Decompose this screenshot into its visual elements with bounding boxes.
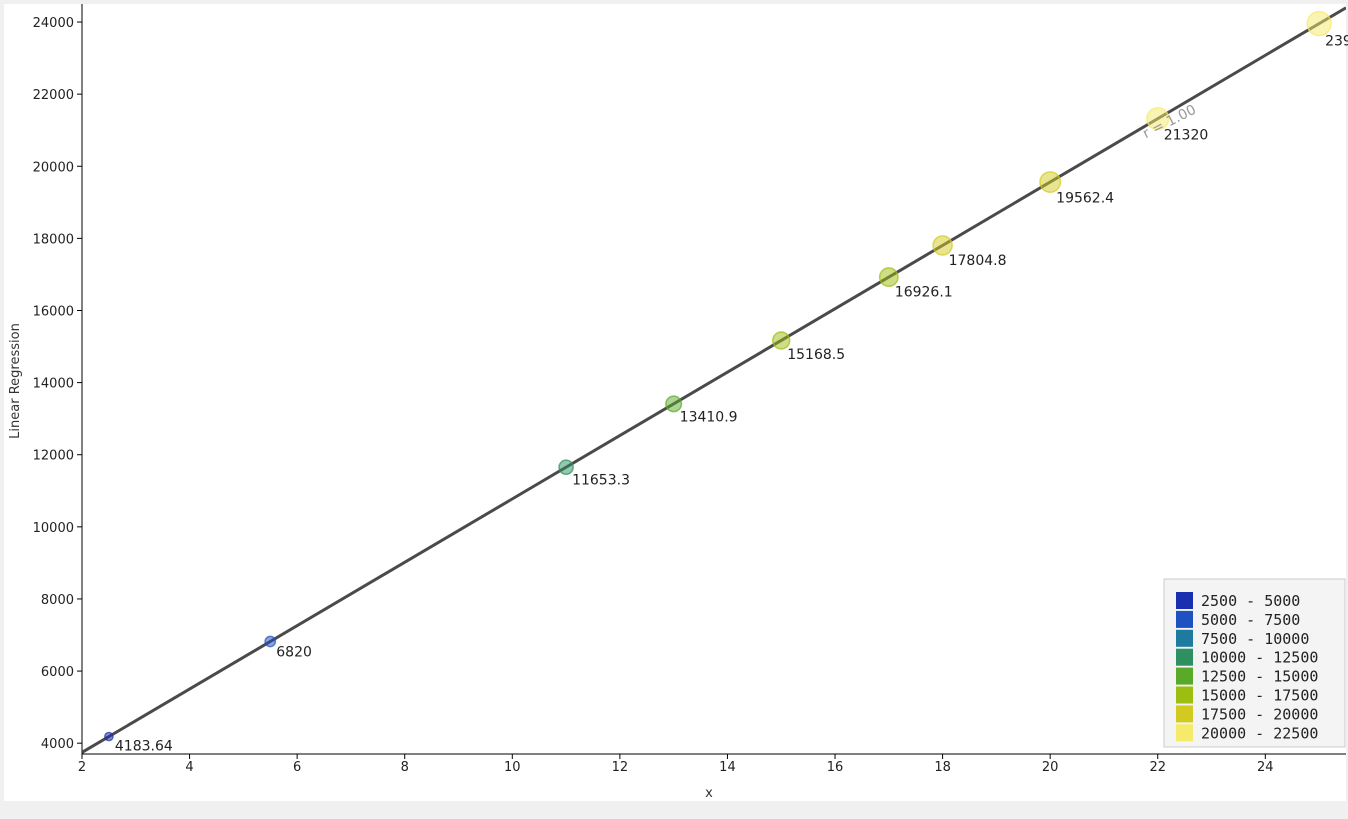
y-tick-label: 16000 xyxy=(33,304,74,319)
data-point xyxy=(558,459,574,476)
y-tick-label: 6000 xyxy=(41,665,74,680)
x-tick-label: 22 xyxy=(1149,760,1166,775)
data-label: 15168.5 xyxy=(787,347,845,363)
legend-label: 17500 - 20000 xyxy=(1201,705,1318,723)
legend-swatch xyxy=(1176,629,1193,647)
data-point xyxy=(878,267,899,288)
data-label: 13410.9 xyxy=(680,410,738,426)
legend-box xyxy=(1163,578,1346,748)
points-layer xyxy=(104,10,1332,742)
x-tick-label: 4 xyxy=(185,760,193,775)
data-label: 11653.3 xyxy=(572,472,630,488)
legend-label: 12500 - 15000 xyxy=(1201,668,1318,686)
data-labels-layer: 4183.64 6820 11653.3 13410.9 15168.5 16926.1 1… xyxy=(115,34,1348,755)
x-tick-label: 24 xyxy=(1257,760,1274,775)
data-label: 21320 xyxy=(1164,128,1209,144)
y-tick-label: 4000 xyxy=(41,737,74,752)
data-point xyxy=(104,731,114,742)
x-axis-title: x xyxy=(705,786,713,801)
data-label: 239 xyxy=(1325,34,1348,50)
y-tick-label: 10000 xyxy=(33,521,74,536)
y-tick-label: 22000 xyxy=(33,88,74,103)
data-label: 4183.64 xyxy=(115,739,173,755)
y-tick-label: 14000 xyxy=(33,377,74,392)
x-tick-label: 10 xyxy=(504,760,521,775)
data-label: 17804.8 xyxy=(949,253,1007,269)
regression-line-layer xyxy=(82,6,1346,754)
x-tick-label: 2 xyxy=(78,760,86,775)
data-point xyxy=(932,235,953,256)
x-tick-label: 16 xyxy=(827,760,844,775)
legend-label: 5000 - 7500 xyxy=(1201,611,1300,629)
data-label: 6820 xyxy=(276,645,312,661)
legend-swatch xyxy=(1176,686,1193,704)
x-tick-label: 14 xyxy=(719,760,736,775)
legend-swatch xyxy=(1176,705,1193,723)
data-point xyxy=(1146,106,1170,131)
legend-swatch xyxy=(1176,592,1193,609)
legend-label: 2500 - 5000 xyxy=(1201,592,1300,610)
legend-label: 15000 - 17500 xyxy=(1201,687,1318,705)
x-tick-label: 18 xyxy=(934,760,951,775)
regression-line xyxy=(82,6,1346,754)
legend-label: 7500 - 10000 xyxy=(1201,630,1309,648)
x-tick-label: 20 xyxy=(1042,760,1059,775)
x-tick-label: 6 xyxy=(293,760,301,775)
y-tick-label: 24000 xyxy=(33,16,74,31)
data-point xyxy=(665,395,683,413)
x-tick-label: 12 xyxy=(612,760,629,775)
y-tick-label: 12000 xyxy=(33,449,74,464)
legend-swatch xyxy=(1176,724,1193,742)
legend-swatch xyxy=(1176,610,1193,628)
data-label: 16926.1 xyxy=(895,284,953,300)
x-tick-label: 8 xyxy=(401,760,409,775)
y-axis-title: Linear Regression xyxy=(8,323,23,439)
legend-swatch xyxy=(1176,667,1193,685)
legend-swatch xyxy=(1176,648,1193,666)
y-tick-label: 8000 xyxy=(41,593,74,608)
legend-label: 20000 - 22500 xyxy=(1201,724,1318,742)
legend-label: 10000 - 12500 xyxy=(1201,649,1318,667)
axes: 2 4 6 8 10 12 14 16 18 20 22 2440006000800010000120… xyxy=(33,4,1346,775)
data-point xyxy=(1039,171,1062,194)
data-point xyxy=(264,635,277,648)
data-point xyxy=(1306,10,1332,37)
y-tick-label: 20000 xyxy=(33,160,74,175)
data-label: 19562.4 xyxy=(1056,190,1114,206)
y-tick-label: 18000 xyxy=(33,232,74,247)
data-point xyxy=(772,331,791,350)
